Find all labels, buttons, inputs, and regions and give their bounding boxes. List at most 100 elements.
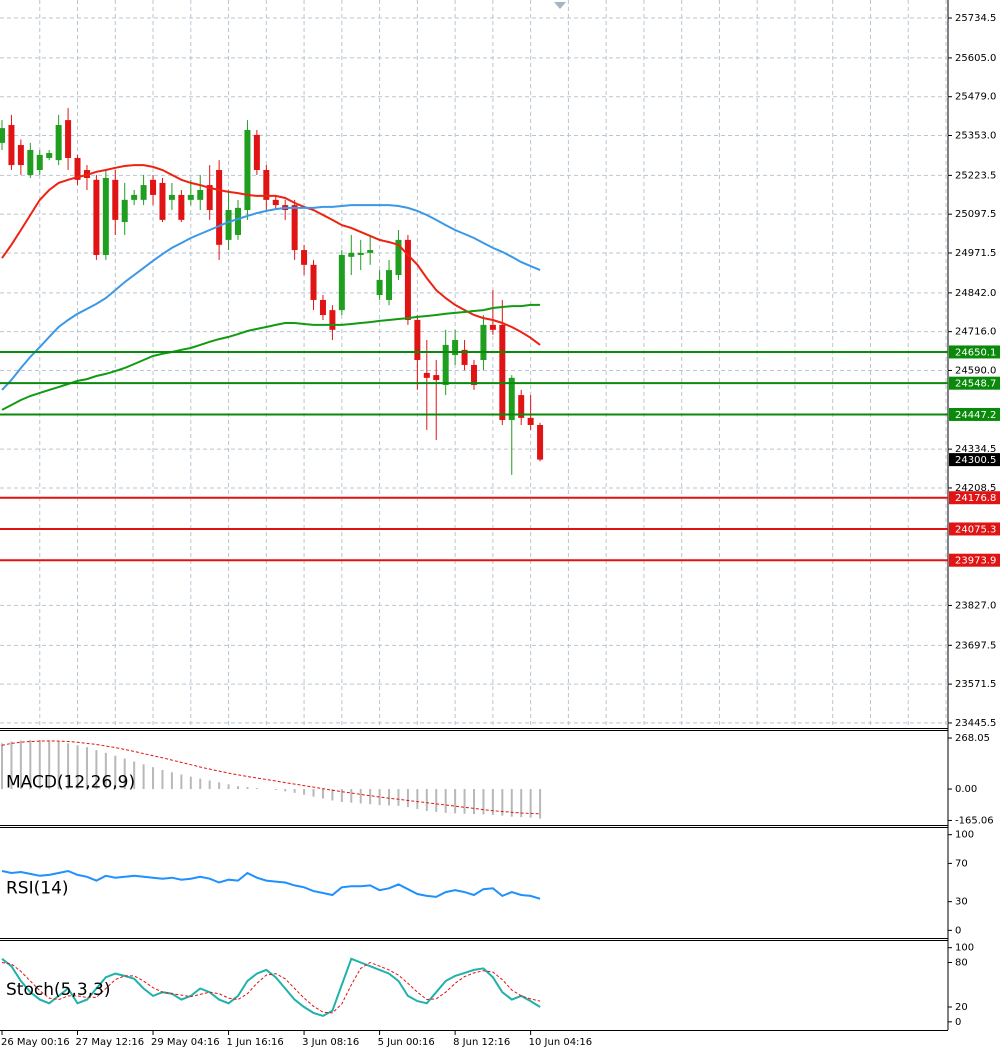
x-tick-label: 10 Jun 04:16 [529,1037,593,1048]
y-tick-label: 25734.5 [955,13,996,24]
y-tick-label: 100 [955,830,974,841]
level-box [949,407,1000,421]
y-tick-label: 30 [955,897,968,908]
level-box [949,345,1000,359]
candle-body [235,207,241,235]
level-label: 24176.8 [955,493,996,504]
level-label: 23973.9 [955,556,996,567]
level-label: 24300.5 [955,455,996,466]
candle-body [423,372,430,378]
level-label: 24447.2 [955,410,996,421]
candle-body [357,252,364,255]
candle-body [386,270,393,300]
candle-body [253,134,260,170]
y-tick-label: 20 [955,1002,968,1013]
candle-body [291,205,298,251]
candle-body [518,395,525,418]
candle-body [159,182,166,220]
candle-body [404,239,411,320]
candle-body [74,157,81,180]
series-line [1,957,541,1017]
candle-body [395,239,402,276]
candle-body [499,324,506,421]
candle-body [319,299,326,316]
y-tick-label: 0.00 [955,784,977,795]
candle-body [102,177,109,255]
series-line [1,961,541,1014]
candle-body [471,364,477,385]
candle-body [414,319,421,360]
candle-body [36,154,43,170]
candle-body [65,120,72,158]
y-tick-label: 23827.0 [955,600,996,611]
y-tick-label: 23445.5 [955,718,996,729]
candle-body [329,310,336,330]
candle-body [150,179,157,195]
candle-body [310,264,317,300]
candle-body [225,210,232,240]
y-tick-label: 0 [955,1017,961,1028]
y-tick-label: 25353.0 [955,130,996,141]
y-tick-label: 25605.0 [955,53,996,64]
candle-body [121,199,128,223]
y-tick-label: 24716.0 [955,327,996,338]
candle-body [461,349,468,365]
y-tick-label: 24590.0 [955,365,996,376]
y-tick-label: 25097.5 [955,209,996,220]
candle-body [537,424,544,460]
candle-body [301,250,308,265]
y-tick-label: 0 [955,925,961,936]
candle-body [187,194,194,200]
candle-body [27,149,34,175]
x-tick-label: 8 Jun 12:16 [453,1037,510,1048]
candle-body [367,250,374,253]
candle-body [263,169,270,200]
level-label: 24650.1 [955,347,996,358]
level-label: 24548.7 [955,379,996,390]
candle-body [140,185,147,200]
y-tick-label: 23571.5 [955,679,996,690]
y-tick-label: 24971.5 [955,248,996,259]
candle-body [178,194,185,220]
candle-body [17,145,24,166]
y-tick-label: 268.05 [955,733,990,744]
candle-body [452,339,459,356]
y-tick-label: -165.06 [955,815,994,826]
y-tick-label: 70 [955,858,968,869]
candle-body [8,125,15,166]
level-box [949,491,1000,505]
indicator-title: RSI(14) [6,879,69,899]
candle-body [46,153,53,158]
x-tick-label: 5 Jun 00:16 [378,1037,435,1048]
candle-body [131,194,138,200]
x-tick-label: 27 May 12:16 [76,1037,145,1048]
series-line [1,164,541,346]
candle-body [338,254,345,311]
candle-body [433,375,440,381]
candle-body [442,344,449,385]
candle-body [0,128,5,143]
x-tick-label: 3 Jun 08:16 [302,1037,359,1048]
candle-body [168,194,175,200]
series-line [1,869,541,900]
indicator-title: Stoch(5,3,3) [6,980,111,1000]
y-tick-label: 24208.5 [955,483,996,494]
candle-body [489,324,496,330]
level-box [949,553,1000,567]
candle-body [216,169,223,245]
y-tick-label: 100 [955,943,974,954]
candle-body [112,179,119,220]
candle-body [508,377,515,421]
candle-body [206,185,213,211]
series-line [1,303,541,411]
series-line [1,740,541,815]
x-tick-label: 1 Jun 16:16 [227,1037,284,1048]
x-tick-label: 26 May 00:16 [1,1037,70,1048]
level-box [949,522,1000,536]
y-tick-label: 24842.0 [955,288,996,299]
level-label: 24075.3 [955,524,996,535]
candle-body [272,199,279,206]
